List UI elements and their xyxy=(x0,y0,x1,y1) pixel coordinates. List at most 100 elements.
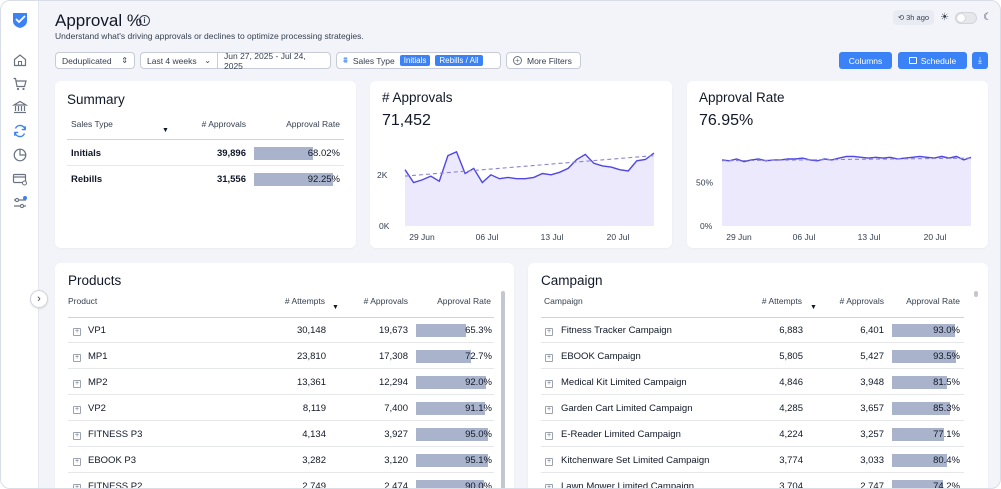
campaign-col-rate[interactable]: Approval Rate xyxy=(906,296,960,306)
date-range-input[interactable]: Jun 27, 2025 - Jul 24, 2025 xyxy=(217,51,331,71)
row-approvals: 3,657 xyxy=(860,403,884,414)
rate-bar xyxy=(892,454,947,467)
rate-bar xyxy=(416,376,486,389)
sales-type-filter[interactable]: ⩩ Sales Type Initials Rebills / All xyxy=(336,52,501,69)
schedule-button[interactable]: Schedule xyxy=(898,52,967,69)
summary-col-approvals[interactable]: # Approvals xyxy=(201,119,246,129)
sort-desc-icon[interactable]: ▼ xyxy=(162,127,169,134)
x-tick-label: 20 Jul xyxy=(924,232,947,242)
expand-row-icon[interactable]: + xyxy=(73,406,81,414)
row-name: FITNESS P2 xyxy=(88,481,143,489)
more-filters-button[interactable]: + More Filters xyxy=(506,52,581,69)
period-value: Last 4 weeks xyxy=(147,55,197,66)
chip-initials[interactable]: Initials xyxy=(399,55,431,66)
x-tick-label: 06 Jul xyxy=(476,232,499,242)
cart-icon[interactable] xyxy=(12,76,28,92)
x-tick-label: 29 Jun xyxy=(409,232,435,242)
expand-row-icon[interactable]: + xyxy=(73,328,81,336)
row-approvals: 2,747 xyxy=(860,481,884,489)
row-rate: 95.0% xyxy=(465,429,492,440)
expand-row-icon[interactable]: + xyxy=(545,484,553,488)
row-attempts: 2,749 xyxy=(302,481,326,489)
summary-col-rate[interactable]: Approval Rate xyxy=(286,119,340,129)
rate-bar xyxy=(892,428,945,441)
rate-bar xyxy=(416,350,472,363)
pie-chart-icon[interactable] xyxy=(12,147,28,163)
sliders-icon[interactable] xyxy=(12,195,28,211)
campaign-scrollbar[interactable] xyxy=(974,291,978,297)
bank-icon[interactable] xyxy=(12,99,28,115)
x-tick-label: 06 Jul xyxy=(793,232,816,242)
x-tick-label: 13 Jul xyxy=(858,232,881,242)
approvals-chart: 0K 2K 29 Jun 06 Jul 13 Jul 20 Jul xyxy=(377,150,655,242)
sidebar-expand-button[interactable]: › xyxy=(30,290,48,308)
summary-rate-bar xyxy=(254,173,334,186)
theme-toggle[interactable] xyxy=(955,11,978,24)
row-approvals: 3,948 xyxy=(860,377,884,388)
row-rate: 93.0% xyxy=(933,325,960,336)
row-approvals: 3,257 xyxy=(860,429,884,440)
approval-rate-title: Approval Rate xyxy=(699,90,785,105)
expand-row-icon[interactable]: + xyxy=(73,432,81,440)
row-divider xyxy=(541,420,964,421)
rate-bar xyxy=(892,350,956,363)
calendar-icon xyxy=(908,57,917,64)
products-title: Products xyxy=(68,273,122,288)
products-col-approvals[interactable]: # Approvals xyxy=(363,296,408,306)
expand-row-icon[interactable]: + xyxy=(73,354,81,362)
row-approvals: 7,400 xyxy=(384,403,408,414)
expand-row-icon[interactable]: + xyxy=(73,458,81,466)
rate-bar xyxy=(892,324,956,337)
products-scrollbar[interactable] xyxy=(501,291,505,488)
row-rate: 85.3% xyxy=(933,403,960,414)
row-rate: 95.1% xyxy=(465,455,492,466)
products-col-product[interactable]: Product xyxy=(68,296,98,306)
expand-row-icon[interactable]: + xyxy=(545,406,553,414)
row-rate: 81.5% xyxy=(933,377,960,388)
row-rate: 74.2% xyxy=(933,481,960,489)
row-divider xyxy=(68,420,494,421)
products-col-rate[interactable]: Approval Rate xyxy=(437,296,491,306)
expand-row-icon[interactable]: + xyxy=(545,432,553,440)
row-divider xyxy=(541,342,964,343)
campaign-col-attempts[interactable]: # Attempts xyxy=(761,296,802,306)
products-col-attempts[interactable]: # Attempts xyxy=(284,296,325,306)
expand-row-icon[interactable]: + xyxy=(545,354,553,362)
last-updated-badge[interactable]: ⟲ 3h ago xyxy=(892,10,935,25)
dedup-select[interactable]: Deduplicated ⇕ xyxy=(55,52,135,69)
campaign-col-approvals[interactable]: # Approvals xyxy=(839,296,884,306)
row-approvals: 19,673 xyxy=(378,325,408,336)
home-icon[interactable] xyxy=(12,52,28,68)
expand-row-icon[interactable]: + xyxy=(545,380,553,388)
row-divider xyxy=(541,446,964,447)
sun-icon: ☀ xyxy=(940,12,950,23)
download-button[interactable]: ⤓ xyxy=(972,52,988,69)
expand-row-icon[interactable]: + xyxy=(73,380,81,388)
refresh-icon[interactable] xyxy=(12,123,28,139)
row-name: VP2 xyxy=(88,403,106,414)
campaign-col-campaign[interactable]: Campaign xyxy=(544,296,583,306)
row-rate: 93.5% xyxy=(933,351,960,362)
updown-icon: ⇕ xyxy=(121,56,128,65)
columns-button[interactable]: Columns xyxy=(839,52,892,69)
app-logo-icon[interactable] xyxy=(10,10,30,30)
info-icon[interactable]: i xyxy=(139,15,150,26)
chip-rebills-all[interactable]: Rebills / All xyxy=(435,55,483,66)
card-settings-icon[interactable] xyxy=(12,171,28,187)
sort-desc-icon[interactable]: ▼ xyxy=(810,304,817,311)
row-attempts: 8,119 xyxy=(302,403,326,414)
period-select[interactable]: Last 4 weeks ⌄ xyxy=(140,52,218,69)
row-rate: 92.0% xyxy=(465,377,492,388)
last-updated-text: 3h ago xyxy=(906,13,930,22)
header-controls: ⟲ 3h ago ☀ ☾ xyxy=(892,10,992,25)
expand-row-icon[interactable]: + xyxy=(545,328,553,336)
summary-row-rate: 92.25% xyxy=(307,174,340,185)
row-approvals: 6,401 xyxy=(860,325,884,336)
row-approvals: 12,294 xyxy=(378,377,408,388)
expand-row-icon[interactable]: + xyxy=(545,458,553,466)
row-attempts: 4,224 xyxy=(779,429,803,440)
expand-row-icon[interactable]: + xyxy=(73,484,81,488)
summary-col-sales-type[interactable]: Sales Type xyxy=(71,119,113,129)
sort-desc-icon[interactable]: ▼ xyxy=(332,304,339,311)
row-name: EBOOK P3 xyxy=(88,455,137,466)
